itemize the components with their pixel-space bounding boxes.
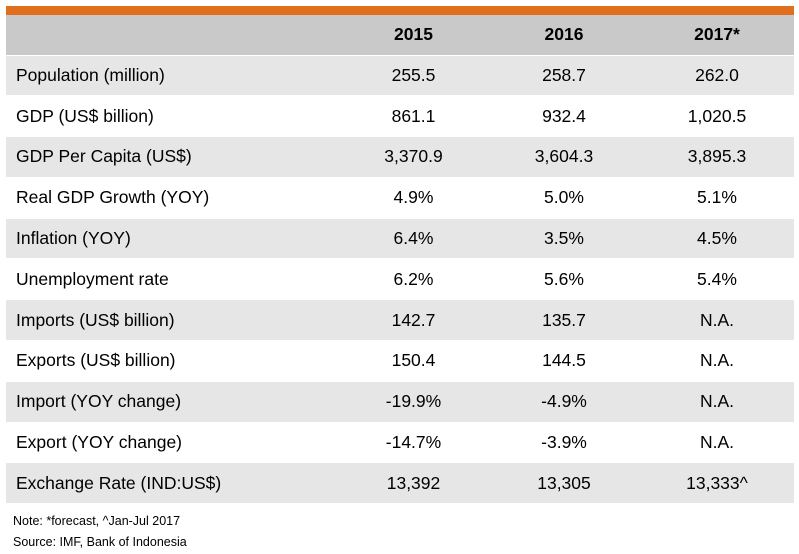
cell-2015: 6.2% — [339, 258, 488, 301]
table-row: GDP Per Capita (US$) 3,370.9 3,604.3 3,8… — [6, 136, 794, 178]
cell-2015: 150.4 — [339, 340, 488, 382]
cell-2016: -4.9% — [488, 381, 640, 423]
table-row: Population (million) 255.5 258.7 262.0 — [6, 55, 794, 97]
cell-2017: 5.1% — [640, 177, 794, 219]
table-row: Imports (US$ billion) 142.7 135.7 N.A. — [6, 299, 794, 342]
cell-2015: 3,370.9 — [339, 136, 488, 178]
cell-2016: 258.7 — [488, 55, 640, 97]
table-row: Export (YOY change) -14.7% -3.9% N.A. — [6, 422, 794, 464]
cell-2016: 144.5 — [488, 340, 640, 382]
row-label: Imports (US$ billion) — [6, 299, 339, 342]
cell-2017: 13,333^ — [640, 462, 794, 505]
cell-2015: 861.1 — [339, 95, 488, 138]
cell-2015: 142.7 — [339, 299, 488, 342]
cell-2017: 4.5% — [640, 218, 794, 260]
source-note: Source: IMF, Bank of Indonesia — [13, 535, 187, 549]
row-label: Population (million) — [6, 55, 339, 97]
table-row: Unemployment rate 6.2% 5.6% 5.4% — [6, 258, 794, 301]
forecast-note: Note: *forecast, ^Jan-Jul 2017 — [13, 514, 181, 528]
cell-2016: 135.7 — [488, 299, 640, 342]
cell-2015: 4.9% — [339, 177, 488, 219]
cell-2016: 5.0% — [488, 177, 640, 219]
cell-2016: 5.6% — [488, 258, 640, 301]
table-header-row: 2015 2016 2017* — [6, 15, 794, 56]
economic-indicators-table: 2015 2016 2017* Population (million) 255… — [6, 15, 794, 505]
header-year-2017: 2017* — [640, 15, 794, 56]
row-label: GDP Per Capita (US$) — [6, 136, 339, 178]
cell-2017: 1,020.5 — [640, 95, 794, 138]
cell-2016: 932.4 — [488, 95, 640, 138]
cell-2017: N.A. — [640, 422, 794, 464]
row-label: Unemployment rate — [6, 258, 339, 301]
accent-bar — [6, 6, 794, 15]
table-row: Exchange Rate (IND:US$) 13,392 13,305 13… — [6, 462, 794, 505]
row-label: GDP (US$ billion) — [6, 95, 339, 138]
cell-2015: 6.4% — [339, 218, 488, 260]
cell-2016: 3,604.3 — [488, 136, 640, 178]
cell-2016: 13,305 — [488, 462, 640, 505]
row-label: Import (YOY change) — [6, 381, 339, 423]
cell-2015: 255.5 — [339, 55, 488, 97]
cell-2017: 5.4% — [640, 258, 794, 301]
row-label: Exports (US$ billion) — [6, 340, 339, 382]
header-year-2015: 2015 — [339, 15, 488, 56]
header-indicator-cell — [6, 15, 339, 56]
row-label: Inflation (YOY) — [6, 218, 339, 260]
cell-2017: N.A. — [640, 299, 794, 342]
table-row: GDP (US$ billion) 861.1 932.4 1,020.5 — [6, 95, 794, 138]
row-label: Real GDP Growth (YOY) — [6, 177, 339, 219]
cell-2016: 3.5% — [488, 218, 640, 260]
cell-2017: N.A. — [640, 381, 794, 423]
cell-2015: -19.9% — [339, 381, 488, 423]
cell-2016: -3.9% — [488, 422, 640, 464]
cell-2017: N.A. — [640, 340, 794, 382]
row-label: Exchange Rate (IND:US$) — [6, 462, 339, 505]
cell-2015: 13,392 — [339, 462, 488, 505]
cell-2017: 262.0 — [640, 55, 794, 97]
table-row: Inflation (YOY) 6.4% 3.5% 4.5% — [6, 218, 794, 260]
table-notes: Note: *forecast, ^Jan-Jul 2017 Source: I… — [13, 511, 187, 553]
table-row: Real GDP Growth (YOY) 4.9% 5.0% 5.1% — [6, 177, 794, 219]
table-row: Import (YOY change) -19.9% -4.9% N.A. — [6, 381, 794, 423]
header-year-2016: 2016 — [488, 15, 640, 56]
cell-2015: -14.7% — [339, 422, 488, 464]
row-label: Export (YOY change) — [6, 422, 339, 464]
cell-2017: 3,895.3 — [640, 136, 794, 178]
table-row: Exports (US$ billion) 150.4 144.5 N.A. — [6, 340, 794, 382]
